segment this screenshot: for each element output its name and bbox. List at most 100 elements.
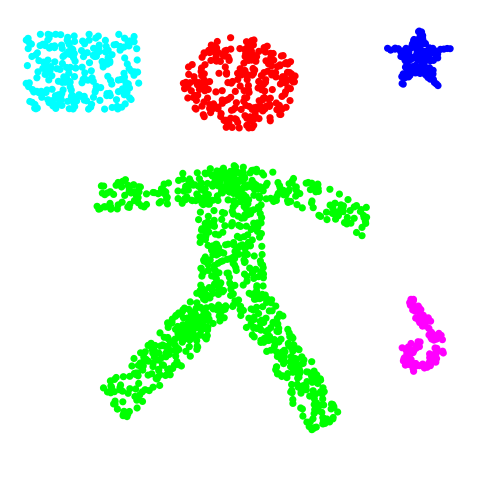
dot xyxy=(48,72,56,80)
dot xyxy=(121,54,129,62)
dot xyxy=(244,181,252,189)
dot xyxy=(119,410,127,418)
dot xyxy=(206,165,214,173)
dot xyxy=(276,110,284,118)
dot xyxy=(309,204,317,212)
dot xyxy=(232,266,240,275)
dot xyxy=(174,344,182,353)
dot xyxy=(183,334,191,342)
dot xyxy=(133,369,142,377)
dot xyxy=(340,219,349,227)
dot xyxy=(252,183,260,191)
dot xyxy=(39,58,48,66)
dot xyxy=(211,173,219,181)
dot xyxy=(198,272,206,280)
dot xyxy=(362,219,370,227)
dot xyxy=(156,329,164,337)
dot xyxy=(398,79,406,88)
dot xyxy=(286,97,294,105)
dot xyxy=(77,47,86,55)
dot xyxy=(197,264,205,272)
dot xyxy=(242,323,250,332)
dot xyxy=(216,57,224,65)
dot xyxy=(83,49,91,57)
dot xyxy=(81,40,89,48)
dot xyxy=(288,380,296,389)
dot xyxy=(223,269,231,277)
dot xyxy=(184,94,192,102)
dot xyxy=(418,62,426,70)
dot xyxy=(267,62,276,70)
dot xyxy=(293,201,301,209)
dot xyxy=(212,88,220,96)
dot xyxy=(204,212,212,220)
dot xyxy=(414,53,422,61)
dot xyxy=(187,178,195,186)
dot xyxy=(174,187,182,195)
dot xyxy=(286,69,294,77)
dot xyxy=(133,56,141,64)
dot xyxy=(398,344,406,352)
dot xyxy=(121,34,129,42)
dot xyxy=(193,169,201,177)
dot xyxy=(185,343,193,351)
dot xyxy=(119,177,127,185)
dot xyxy=(214,105,222,113)
dot xyxy=(201,324,209,332)
dot xyxy=(63,63,71,72)
dot xyxy=(224,240,232,248)
dot xyxy=(135,79,143,87)
dot xyxy=(217,307,225,315)
dot xyxy=(240,250,248,258)
dot xyxy=(221,63,229,71)
dot xyxy=(215,69,223,77)
dot xyxy=(204,85,212,94)
dot xyxy=(357,206,365,214)
dot xyxy=(64,38,72,46)
dot xyxy=(125,84,134,92)
dot xyxy=(70,73,79,81)
dot xyxy=(241,45,249,54)
dot xyxy=(219,288,227,296)
dot xyxy=(318,408,326,416)
dot xyxy=(421,70,429,78)
dot xyxy=(110,41,118,49)
dot xyxy=(112,181,120,189)
dot xyxy=(266,332,274,340)
dot xyxy=(210,207,218,215)
dot xyxy=(225,56,233,64)
dot xyxy=(116,383,124,391)
dot xyxy=(303,368,311,376)
dot xyxy=(314,187,322,195)
dot xyxy=(78,63,86,71)
dot xyxy=(259,274,267,282)
dot xyxy=(142,190,151,198)
dot xyxy=(193,289,201,297)
dot xyxy=(352,202,361,210)
dot xyxy=(102,42,110,51)
dot xyxy=(412,344,420,352)
dot xyxy=(248,236,256,244)
dot xyxy=(404,46,412,54)
dot xyxy=(240,256,248,264)
dot xyxy=(23,62,31,70)
dot xyxy=(436,45,444,54)
dot xyxy=(294,363,303,371)
dot xyxy=(243,76,251,84)
dot xyxy=(204,317,212,325)
dot xyxy=(270,56,278,64)
dot xyxy=(33,49,42,57)
dot xyxy=(273,314,281,322)
blue-star-cluster xyxy=(384,27,454,90)
dot xyxy=(409,306,417,314)
dot xyxy=(319,395,327,403)
dot xyxy=(317,376,325,384)
dot xyxy=(344,196,352,204)
dot xyxy=(284,197,292,205)
dot xyxy=(277,52,285,60)
dot xyxy=(144,371,152,379)
dot xyxy=(403,56,411,64)
dot xyxy=(278,92,286,100)
dot xyxy=(408,40,417,48)
dot xyxy=(273,348,281,356)
